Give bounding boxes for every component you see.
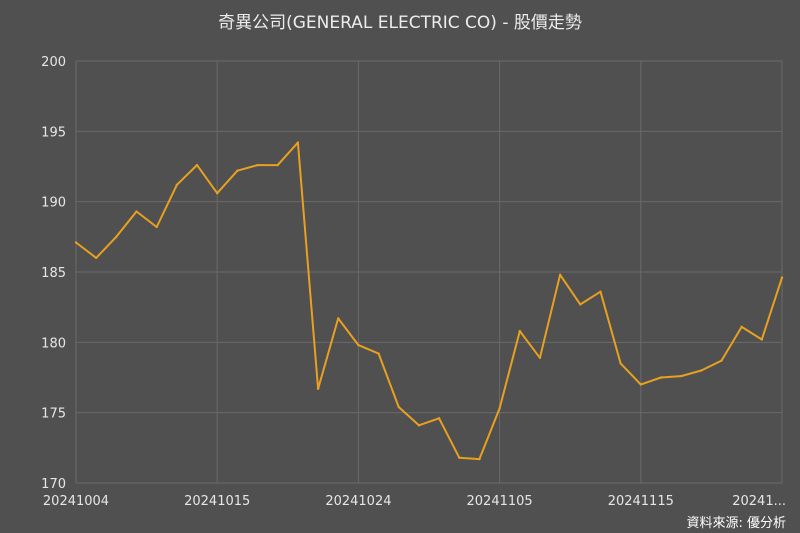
x-tick-label: 20241... (732, 494, 786, 509)
data-point (276, 163, 279, 167)
data-point (316, 387, 320, 390)
data-point (135, 210, 138, 213)
data-point (155, 225, 158, 229)
data-point (740, 325, 743, 329)
data-point (175, 183, 179, 186)
data-point (115, 235, 118, 239)
x-tick-label: 20241015 (184, 494, 250, 509)
data-point (679, 374, 683, 378)
data-point (458, 456, 461, 459)
y-tick-label: 195 (41, 125, 66, 140)
data-point (437, 417, 441, 420)
data-point (296, 141, 300, 144)
data-point (478, 457, 481, 461)
y-tick-label: 190 (41, 196, 66, 211)
data-point (760, 338, 764, 341)
y-tick-label: 170 (41, 477, 66, 492)
data-point (700, 369, 703, 372)
data-point (639, 383, 642, 386)
data-point (720, 359, 723, 362)
x-tick-label: 20241024 (325, 494, 391, 509)
x-tick-label: 20241105 (467, 494, 533, 509)
data-point (518, 329, 521, 333)
data-point (74, 241, 78, 244)
data-point (195, 163, 199, 167)
data-point (417, 424, 421, 427)
y-tick-label: 175 (41, 407, 66, 422)
data-point (780, 276, 784, 279)
data-point (236, 169, 239, 172)
data-point (619, 362, 622, 365)
data-point (659, 376, 663, 379)
data-point (558, 273, 562, 277)
y-tick-label: 180 (41, 336, 66, 351)
data-point (357, 343, 360, 347)
data-point (579, 303, 582, 306)
data-point (256, 163, 259, 167)
y-tick-label: 200 (41, 55, 66, 70)
x-tick-label: 20241115 (608, 494, 674, 509)
price-line (75, 141, 783, 461)
data-point (337, 317, 340, 320)
data-point (538, 356, 542, 360)
data-point (377, 352, 380, 355)
x-tick-label: 20241004 (43, 494, 109, 509)
y-tick-label: 185 (41, 266, 66, 281)
chart-title: 奇異公司(GENERAL ELECTRIC CO) - 股價走勢 (218, 13, 582, 33)
source-note: 資料來源: 優分析 (686, 516, 786, 531)
data-point (498, 407, 501, 410)
data-point (397, 405, 400, 409)
data-point (94, 256, 98, 260)
data-point (216, 192, 219, 195)
data-point (599, 290, 602, 293)
